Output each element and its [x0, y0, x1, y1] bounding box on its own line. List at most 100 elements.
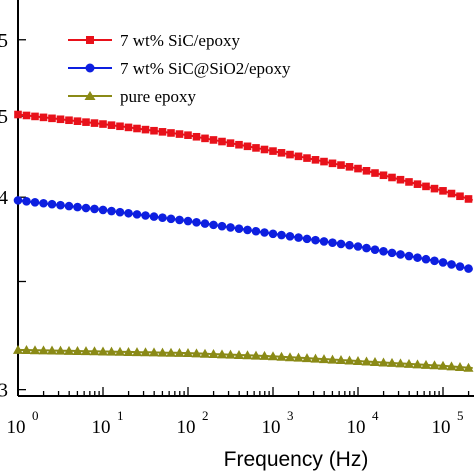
y-tick-label: 4 — [0, 187, 8, 209]
x-tick-exponent: 5 — [457, 408, 464, 423]
data-point — [310, 353, 321, 363]
data-point — [302, 353, 312, 363]
data-point — [319, 237, 329, 246]
data-point — [361, 356, 372, 366]
data-point — [166, 347, 176, 357]
x-tick-label: 10 — [7, 417, 26, 438]
data-point — [184, 131, 192, 139]
data-point — [115, 207, 125, 217]
data-point — [56, 200, 65, 210]
data-point — [209, 220, 218, 230]
data-point — [14, 110, 22, 119]
data-point — [413, 253, 422, 262]
data-point — [243, 142, 252, 151]
data-point — [439, 187, 447, 195]
data-point — [149, 212, 159, 221]
data-point — [286, 150, 294, 159]
data-point — [226, 139, 235, 147]
data-point — [446, 361, 457, 371]
data-point — [38, 345, 49, 355]
data-point — [422, 182, 430, 191]
series-3 — [13, 344, 474, 372]
data-point — [90, 119, 99, 127]
data-point — [64, 345, 74, 355]
y-tick-label: 5 — [0, 106, 8, 128]
x-tick-exponent: 2 — [202, 408, 209, 423]
data-point — [379, 171, 388, 180]
series-line — [17, 113, 473, 202]
data-point — [327, 354, 338, 364]
data-point — [226, 223, 235, 232]
data-point — [99, 120, 107, 128]
data-point — [430, 184, 439, 193]
data-point — [429, 360, 440, 370]
data-point — [387, 248, 397, 258]
data-point — [13, 344, 23, 354]
data-point — [166, 214, 176, 224]
data-point — [132, 210, 142, 219]
data-point — [115, 346, 125, 356]
data-point — [123, 346, 134, 356]
data-point — [388, 173, 396, 182]
data-point — [217, 349, 227, 359]
data-point — [48, 114, 56, 123]
data-point — [276, 351, 287, 361]
data-point — [344, 355, 355, 365]
data-point — [464, 195, 473, 203]
legend-item: 7 wt% SiC/epoxy — [68, 31, 240, 50]
data-point — [22, 111, 31, 120]
data-point — [371, 169, 379, 177]
legend-label: pure epoxy — [120, 87, 197, 106]
data-point — [73, 202, 82, 212]
data-point — [89, 346, 100, 356]
data-point — [251, 350, 261, 360]
data-point — [404, 251, 414, 261]
legend-marker — [85, 63, 95, 73]
data-point — [73, 117, 82, 125]
data-point — [455, 362, 465, 372]
data-point — [336, 355, 346, 365]
data-point — [98, 346, 108, 356]
x-tick-exponent: 4 — [372, 408, 379, 423]
data-point — [447, 260, 456, 269]
data-point — [140, 347, 151, 357]
data-point — [56, 115, 65, 124]
data-point — [463, 362, 474, 372]
data-point — [362, 243, 371, 253]
legend-marker — [84, 91, 96, 100]
data-point — [47, 345, 57, 355]
data-point — [47, 199, 57, 209]
data-point — [430, 256, 439, 266]
data-point — [183, 348, 193, 358]
data-point — [285, 232, 295, 241]
data-point — [150, 126, 158, 135]
x-axis: 10 0 10 1 10 2 10 3 10 4 10 5 — [7, 387, 470, 438]
data-point — [252, 144, 260, 152]
data-point — [21, 345, 32, 355]
data-point — [354, 164, 362, 173]
data-point — [124, 208, 133, 218]
data-point — [200, 219, 210, 228]
data-point — [260, 228, 269, 237]
x-tick-exponent: 3 — [287, 408, 294, 423]
data-point — [141, 125, 150, 134]
legend-label: 7 wt% SiC/epoxy — [120, 31, 240, 50]
x-axis-label: Frequency (Hz) — [224, 448, 369, 471]
data-point — [234, 349, 244, 359]
data-point — [395, 358, 406, 368]
data-point — [464, 264, 473, 273]
data-point — [22, 197, 31, 206]
legend-item: pure epoxy — [68, 87, 197, 106]
data-point — [378, 357, 389, 367]
data-point — [438, 360, 448, 370]
legend-marker — [86, 36, 94, 44]
data-point — [64, 201, 74, 211]
data-point — [277, 230, 286, 240]
data-point — [268, 229, 278, 239]
data-point — [404, 358, 414, 368]
data-point — [208, 349, 219, 359]
data-point — [294, 233, 303, 242]
data-point — [260, 145, 269, 154]
data-point — [413, 180, 422, 188]
data-point — [303, 154, 311, 162]
